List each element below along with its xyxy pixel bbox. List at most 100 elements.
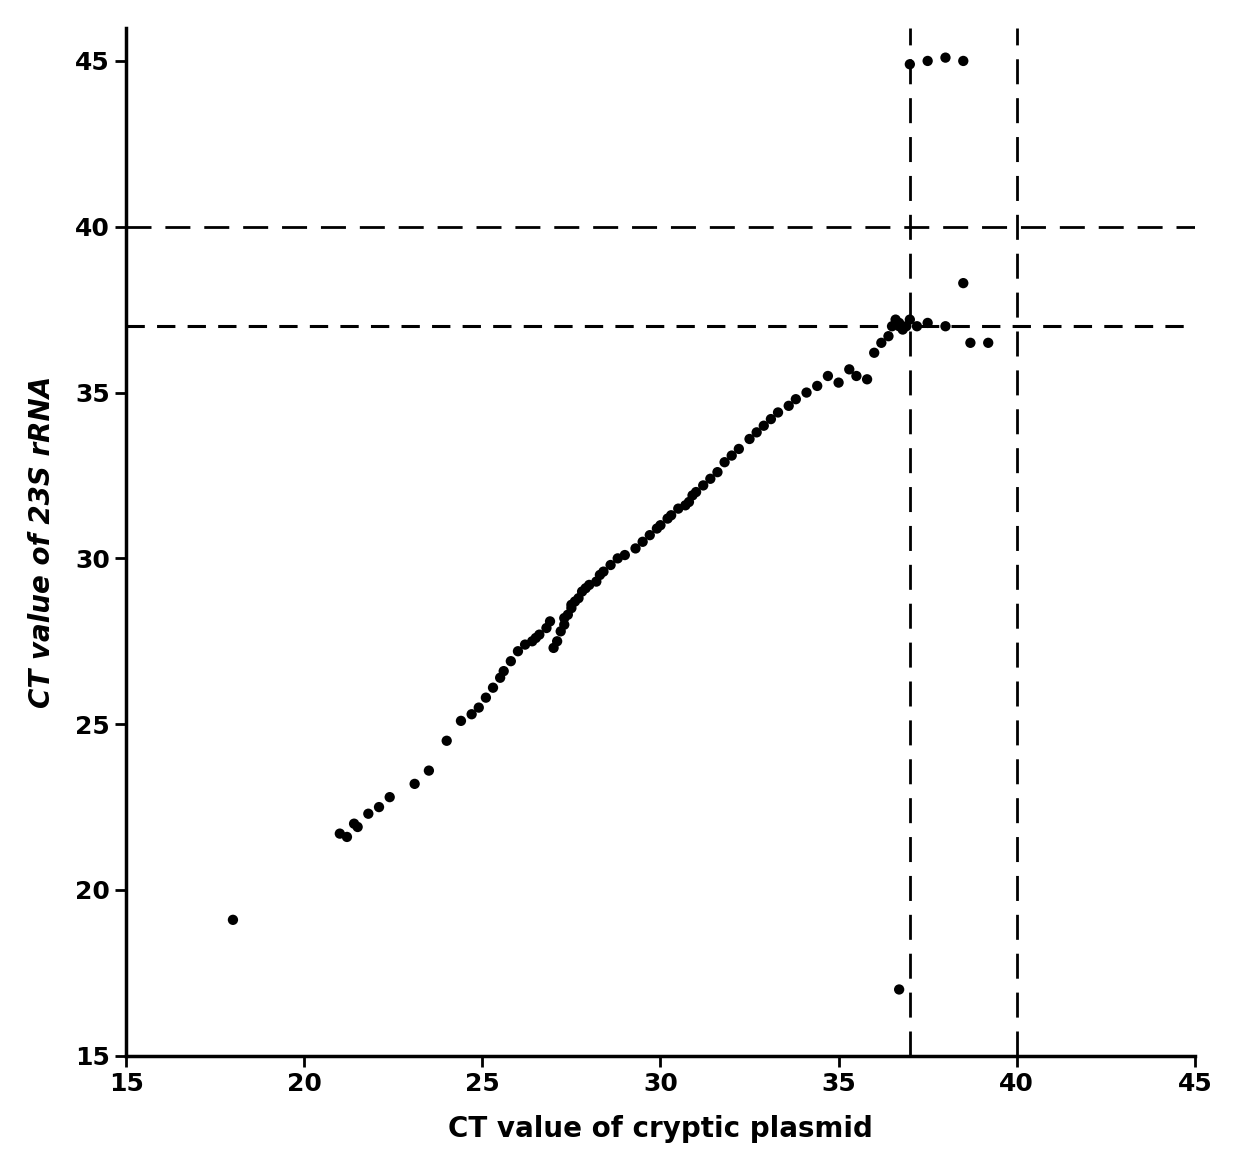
Point bbox=[547, 632, 567, 651]
Point bbox=[701, 470, 720, 488]
Point bbox=[680, 493, 699, 512]
Point bbox=[885, 310, 905, 329]
Point bbox=[529, 625, 549, 644]
Point bbox=[337, 828, 357, 847]
Point bbox=[954, 52, 973, 70]
Point bbox=[714, 453, 734, 472]
Point bbox=[729, 439, 749, 458]
Point bbox=[330, 824, 350, 843]
Point bbox=[404, 774, 424, 793]
Point bbox=[554, 609, 574, 628]
Point bbox=[551, 622, 570, 641]
Point bbox=[796, 383, 816, 402]
Point bbox=[345, 814, 365, 833]
Point bbox=[768, 403, 787, 422]
Point bbox=[541, 612, 560, 631]
Point bbox=[651, 516, 671, 535]
Point bbox=[600, 555, 620, 574]
Point bbox=[554, 615, 574, 634]
Point bbox=[828, 374, 848, 392]
Point bbox=[693, 477, 713, 495]
Point bbox=[668, 499, 688, 518]
Point bbox=[739, 430, 759, 448]
Point bbox=[954, 274, 973, 293]
Point bbox=[558, 605, 578, 624]
Point bbox=[543, 638, 563, 657]
Point bbox=[490, 669, 510, 687]
Point bbox=[379, 788, 399, 807]
X-axis label: CT value of cryptic plasmid: CT value of cryptic plasmid bbox=[448, 1115, 873, 1143]
Point bbox=[587, 573, 606, 591]
Y-axis label: CT value of 23S rRNA: CT value of 23S rRNA bbox=[27, 376, 56, 708]
Point bbox=[419, 761, 439, 780]
Point bbox=[562, 598, 582, 617]
Point bbox=[661, 506, 681, 525]
Point bbox=[961, 334, 981, 352]
Point bbox=[918, 314, 937, 333]
Point bbox=[347, 817, 367, 836]
Point bbox=[882, 317, 901, 336]
Point bbox=[761, 410, 781, 429]
Point bbox=[818, 367, 838, 385]
Point bbox=[526, 629, 546, 648]
Point bbox=[562, 595, 582, 614]
Point bbox=[686, 482, 706, 501]
Point bbox=[632, 533, 652, 552]
Point bbox=[889, 317, 909, 336]
Point bbox=[754, 417, 774, 436]
Point bbox=[682, 486, 702, 505]
Point bbox=[572, 582, 591, 601]
Point bbox=[358, 804, 378, 823]
Point bbox=[615, 546, 635, 564]
Point bbox=[897, 317, 916, 336]
Point bbox=[451, 712, 471, 731]
Point bbox=[575, 578, 595, 597]
Point bbox=[476, 689, 496, 707]
Point bbox=[579, 575, 599, 594]
Point bbox=[889, 980, 909, 999]
Point bbox=[786, 390, 806, 409]
Point bbox=[223, 911, 243, 930]
Point bbox=[839, 359, 859, 378]
Point bbox=[978, 334, 998, 352]
Point bbox=[676, 497, 696, 515]
Point bbox=[918, 52, 937, 70]
Point bbox=[640, 526, 660, 545]
Point bbox=[436, 732, 456, 751]
Point bbox=[461, 705, 481, 724]
Point bbox=[893, 320, 913, 338]
Point bbox=[647, 519, 667, 537]
Point bbox=[522, 632, 542, 651]
Point bbox=[900, 55, 920, 74]
Point bbox=[935, 317, 955, 336]
Point bbox=[590, 566, 610, 584]
Point bbox=[657, 509, 677, 528]
Point bbox=[608, 549, 627, 568]
Point bbox=[708, 463, 728, 481]
Point bbox=[565, 593, 585, 611]
Point bbox=[484, 678, 503, 697]
Point bbox=[370, 797, 389, 816]
Point bbox=[626, 539, 646, 557]
Point bbox=[515, 635, 534, 653]
Point bbox=[508, 642, 528, 660]
Point bbox=[900, 310, 920, 329]
Point bbox=[779, 397, 799, 416]
Point bbox=[807, 377, 827, 396]
Point bbox=[857, 370, 877, 389]
Point bbox=[879, 327, 899, 345]
Point bbox=[469, 698, 489, 717]
Point bbox=[594, 562, 614, 581]
Point bbox=[847, 367, 867, 385]
Point bbox=[746, 423, 766, 441]
Point bbox=[569, 589, 589, 608]
Point bbox=[889, 314, 909, 333]
Point bbox=[722, 446, 742, 465]
Point bbox=[872, 334, 892, 352]
Point bbox=[501, 652, 521, 671]
Point bbox=[494, 662, 513, 680]
Point bbox=[906, 317, 926, 336]
Point bbox=[864, 343, 884, 362]
Point bbox=[537, 618, 557, 637]
Point bbox=[935, 48, 955, 67]
